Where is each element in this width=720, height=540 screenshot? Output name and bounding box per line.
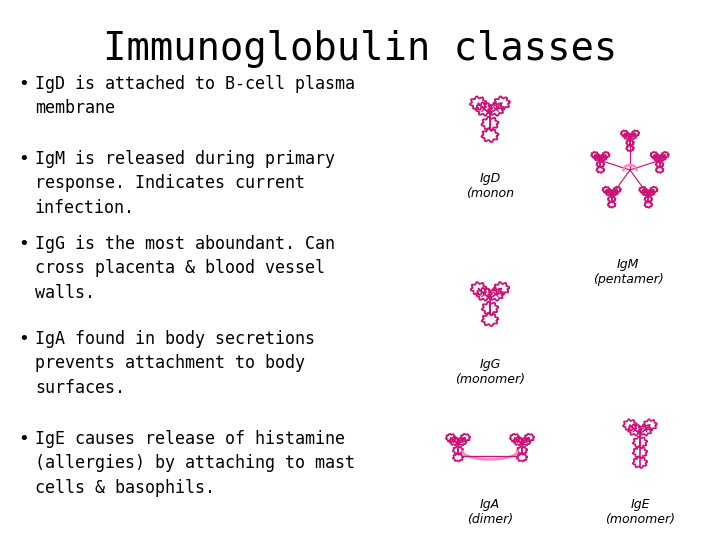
Text: IgG is the most aboundant. Can
cross placenta & blood vessel
walls.: IgG is the most aboundant. Can cross pla… bbox=[35, 235, 335, 302]
Text: IgD
(monon: IgD (monon bbox=[466, 172, 514, 200]
Text: IgG
(monomer): IgG (monomer) bbox=[455, 358, 525, 386]
Text: •: • bbox=[18, 75, 29, 93]
Text: •: • bbox=[18, 150, 29, 168]
Text: IgE
(monomer): IgE (monomer) bbox=[605, 498, 675, 526]
Text: Immunoglobulin classes: Immunoglobulin classes bbox=[103, 30, 617, 68]
Text: IgA
(dimer): IgA (dimer) bbox=[467, 498, 513, 526]
Text: IgM
(pentamer): IgM (pentamer) bbox=[593, 258, 663, 286]
Text: IgM is released during primary
response. Indicates current
infection.: IgM is released during primary response.… bbox=[35, 150, 335, 217]
Text: IgD is attached to B-cell plasma
membrane: IgD is attached to B-cell plasma membran… bbox=[35, 75, 355, 117]
Text: •: • bbox=[18, 330, 29, 348]
Text: •: • bbox=[18, 430, 29, 448]
Text: IgA found in body secretions
prevents attachment to body
surfaces.: IgA found in body secretions prevents at… bbox=[35, 330, 315, 396]
Text: IgE causes release of histamine
(allergies) by attaching to mast
cells & basophi: IgE causes release of histamine (allergi… bbox=[35, 430, 355, 497]
Text: •: • bbox=[18, 235, 29, 253]
